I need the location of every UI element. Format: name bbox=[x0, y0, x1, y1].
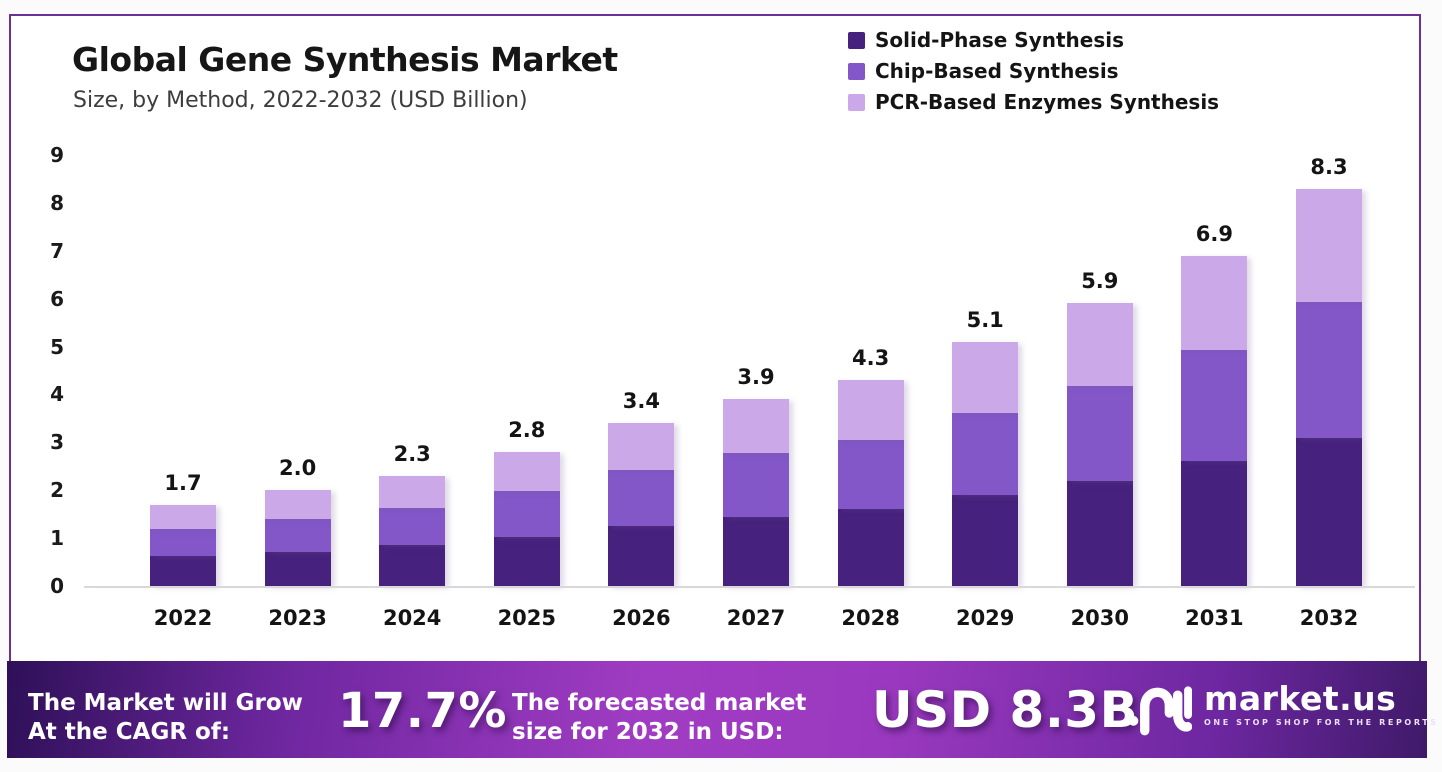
x-axis-tick-2025: 2025 bbox=[497, 606, 557, 630]
x-axis-tick-2027: 2027 bbox=[726, 606, 786, 630]
bar-segment-2024-chip-based-synthesis bbox=[379, 507, 446, 546]
bar-segment-2024-pcr-based-enzymes-synthesis bbox=[379, 475, 446, 508]
bar-segment-2032-chip-based-synthesis bbox=[1296, 301, 1362, 438]
forecast-label-line1: The forecasted market bbox=[512, 690, 807, 716]
bar-total-label-2032: 8.3 bbox=[1310, 154, 1348, 179]
x-axis-tick-2022: 2022 bbox=[153, 606, 213, 630]
bar-segment-2022-pcr-based-enzymes-synthesis bbox=[150, 504, 216, 529]
bar-segment-2025-pcr-based-enzymes-synthesis bbox=[493, 451, 560, 492]
y-axis-tick-6: 6 bbox=[50, 286, 64, 311]
bar-segment-2027-pcr-based-enzymes-synthesis bbox=[723, 399, 789, 454]
bar-segment-2028-pcr-based-enzymes-synthesis bbox=[837, 380, 904, 440]
legend-item-3: PCR-Based Enzymes Synthesis bbox=[848, 90, 1219, 114]
legend-label: Solid-Phase Synthesis bbox=[875, 28, 1125, 52]
chart-title: Global Gene Synthesis Market bbox=[72, 40, 618, 79]
bar-segment-2028-chip-based-synthesis bbox=[837, 439, 904, 510]
x-axis-tick-2032: 2032 bbox=[1299, 606, 1359, 630]
cagr-label-line2: At the CAGR of: bbox=[28, 719, 231, 745]
bar-segment-2029-pcr-based-enzymes-synthesis bbox=[952, 341, 1019, 413]
bar-total-label-2025: 2.8 bbox=[508, 417, 546, 442]
chart-subtitle: Size, by Method, 2022-2032 (USD Billion) bbox=[73, 88, 528, 113]
y-axis-tick-0: 0 bbox=[50, 574, 64, 598]
cagr-label: The Market will Grow At the CAGR of: bbox=[28, 689, 303, 747]
bar-segment-2023-pcr-based-enzymes-synthesis bbox=[264, 490, 331, 519]
bar-segment-2024-solid-phase-synthesis bbox=[379, 545, 446, 586]
x-axis-tick-2026: 2026 bbox=[612, 606, 671, 630]
cagr-value: 17.7% bbox=[338, 683, 508, 739]
x-axis-tick-2029: 2029 bbox=[955, 606, 1015, 630]
forecast-value: USD 8.3B bbox=[872, 681, 1139, 739]
bar-total-label-2028: 4.3 bbox=[851, 346, 890, 371]
bar-total-label-2026: 3.4 bbox=[622, 389, 660, 414]
bar-segment-2026-chip-based-synthesis bbox=[608, 470, 675, 526]
forecast-label: The forecasted market size for 2032 in U… bbox=[512, 689, 806, 747]
legend-swatch-icon bbox=[848, 62, 865, 80]
bar-segment-2023-chip-based-synthesis bbox=[264, 518, 331, 552]
cagr-label-line1: The Market will Grow bbox=[28, 690, 303, 716]
x-axis-line bbox=[84, 586, 1415, 588]
bar-segment-2023-solid-phase-synthesis bbox=[264, 551, 331, 586]
bar-total-label-2023: 2.0 bbox=[278, 456, 317, 481]
x-axis-tick-2028: 2028 bbox=[841, 606, 900, 630]
y-axis-tick-1: 1 bbox=[50, 526, 64, 551]
marketus-logo-icon bbox=[1128, 686, 1192, 736]
bar-segment-2026-solid-phase-synthesis bbox=[608, 525, 675, 586]
y-axis-tick-7: 7 bbox=[50, 238, 64, 263]
bar-segment-2025-chip-based-synthesis bbox=[493, 491, 560, 537]
forecast-label-line2: size for 2032 in USD: bbox=[512, 719, 784, 745]
marketus-logo-text: market.us bbox=[1204, 679, 1397, 718]
y-axis-tick-3: 3 bbox=[50, 430, 64, 455]
bar-segment-2032-solid-phase-synthesis bbox=[1296, 437, 1362, 586]
x-axis-tick-2031: 2031 bbox=[1185, 606, 1244, 630]
bar-segment-2027-chip-based-synthesis bbox=[723, 453, 789, 517]
legend-swatch-icon bbox=[848, 31, 865, 49]
bar-total-label-2031: 6.9 bbox=[1195, 221, 1233, 246]
legend-label: PCR-Based Enzymes Synthesis bbox=[875, 90, 1220, 114]
bar-segment-2031-pcr-based-enzymes-synthesis bbox=[1181, 255, 1248, 350]
bar-total-label-2022: 1.7 bbox=[164, 470, 202, 495]
bar-segment-2028-solid-phase-synthesis bbox=[837, 509, 904, 586]
marketus-logo: market.us ONE STOP SHOP FOR THE REPORTS bbox=[1128, 682, 1439, 736]
bar-segment-2032-pcr-based-enzymes-synthesis bbox=[1296, 188, 1362, 302]
bar-segment-2022-solid-phase-synthesis bbox=[150, 555, 216, 586]
bar-segment-2031-chip-based-synthesis bbox=[1181, 349, 1248, 462]
bar-segment-2030-solid-phase-synthesis bbox=[1066, 480, 1133, 586]
y-axis-tick-4: 4 bbox=[50, 382, 64, 407]
legend-swatch-icon bbox=[848, 93, 865, 111]
legend: Solid-Phase Synthesis Chip-Based Synthesi… bbox=[848, 28, 1219, 114]
bar-segment-2026-pcr-based-enzymes-synthesis bbox=[608, 423, 675, 471]
x-axis-tick-2030: 2030 bbox=[1070, 606, 1130, 630]
bar-total-label-2030: 5.9 bbox=[1081, 269, 1119, 294]
marketus-logo-tagline: ONE STOP SHOP FOR THE REPORTS bbox=[1204, 718, 1439, 727]
y-axis-tick-5: 5 bbox=[50, 334, 64, 359]
bar-segment-2031-solid-phase-synthesis bbox=[1181, 461, 1248, 586]
bar-segment-2027-solid-phase-synthesis bbox=[723, 516, 789, 586]
bar-total-label-2029: 5.1 bbox=[966, 307, 1004, 332]
x-axis-tick-2024: 2024 bbox=[382, 606, 442, 630]
bar-total-label-2024: 2.3 bbox=[393, 441, 431, 466]
bar-segment-2029-chip-based-synthesis bbox=[952, 412, 1019, 495]
legend-label: Chip-Based Synthesis bbox=[875, 59, 1119, 83]
bar-segment-2025-solid-phase-synthesis bbox=[493, 536, 560, 586]
legend-item-1: Solid-Phase Synthesis bbox=[848, 28, 1219, 52]
bar-segment-2030-chip-based-synthesis bbox=[1066, 386, 1133, 481]
legend-item-2: Chip-Based Synthesis bbox=[848, 59, 1219, 83]
bar-segment-2022-chip-based-synthesis bbox=[150, 528, 216, 556]
bar-total-label-2027: 3.9 bbox=[737, 365, 775, 390]
x-axis-tick-2023: 2023 bbox=[268, 606, 327, 630]
y-axis-tick-8: 8 bbox=[50, 190, 64, 215]
bar-segment-2030-pcr-based-enzymes-synthesis bbox=[1066, 303, 1133, 387]
y-axis-tick-9: 9 bbox=[50, 143, 64, 167]
y-axis-tick-2: 2 bbox=[50, 478, 64, 503]
bar-segment-2029-solid-phase-synthesis bbox=[952, 495, 1019, 586]
